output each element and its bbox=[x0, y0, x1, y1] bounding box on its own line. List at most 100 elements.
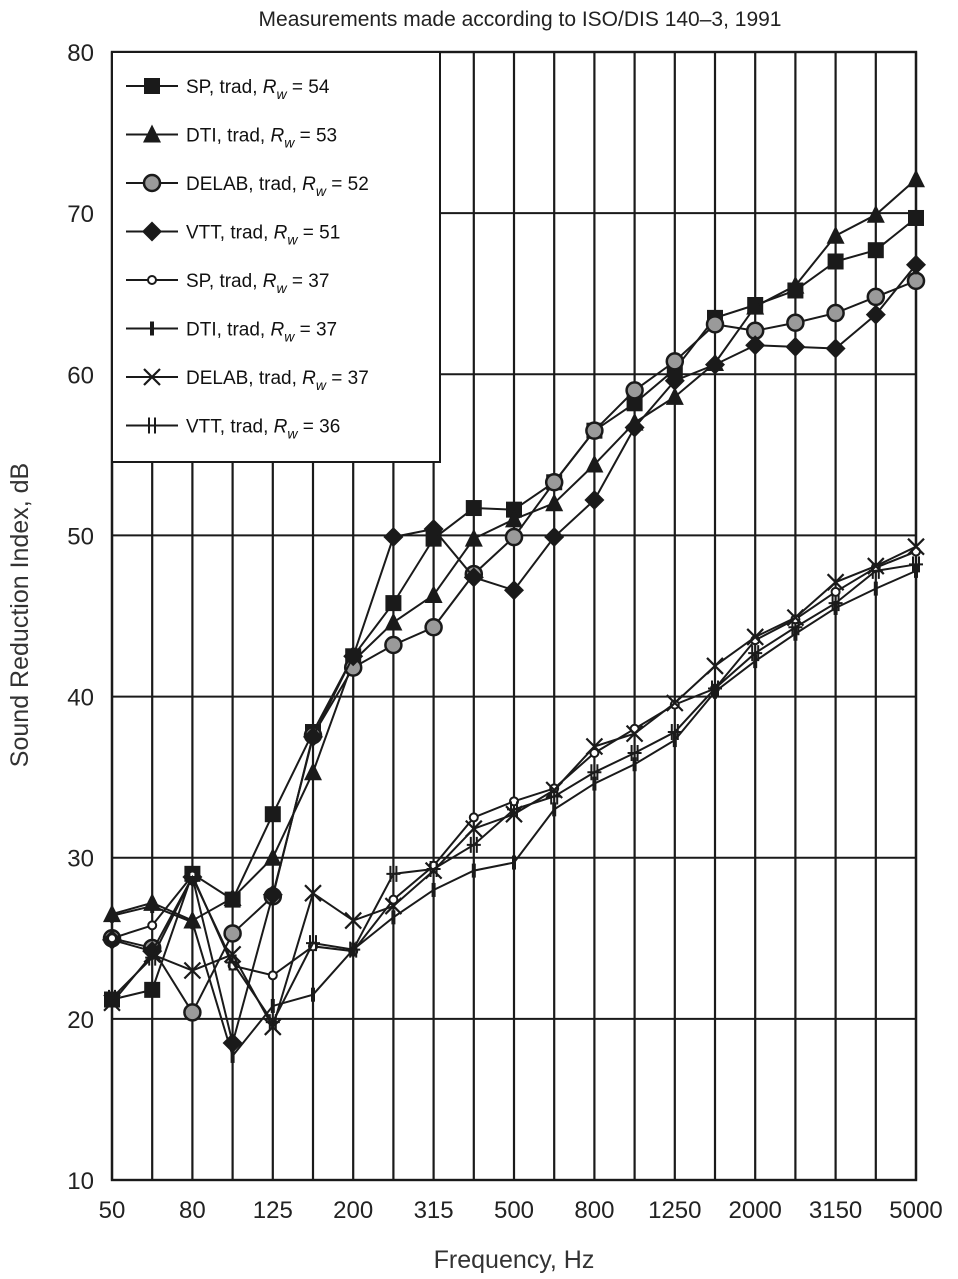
marker-hatched-circle bbox=[906, 271, 926, 291]
marker-open-circle bbox=[669, 699, 680, 710]
marker-square bbox=[104, 991, 120, 1008]
marker-x-cross bbox=[465, 819, 483, 838]
x-tick-label: 500 bbox=[494, 1197, 534, 1224]
marker-hatched-circle bbox=[504, 527, 524, 547]
marker-hatched-circle bbox=[625, 381, 644, 400]
marker-square bbox=[626, 395, 643, 412]
series-dtitrad-rw53 bbox=[103, 169, 925, 929]
marker-diamond bbox=[906, 254, 926, 275]
marker-triangle bbox=[384, 612, 403, 631]
y-tick-label: 70 bbox=[67, 201, 94, 228]
marker-x-cross bbox=[585, 737, 604, 756]
marker-double-cross bbox=[708, 680, 722, 697]
marker-double-cross bbox=[426, 860, 441, 877]
plot-frame bbox=[110, 50, 918, 1182]
legend-label: SP, trad, Rw = 54 bbox=[186, 77, 330, 102]
x-tick-label: 3150 bbox=[809, 1197, 862, 1224]
marker-double-cross bbox=[627, 744, 642, 761]
marker-diamond bbox=[664, 370, 685, 391]
marker-triangle bbox=[866, 204, 885, 223]
marker-triangle bbox=[907, 169, 925, 188]
marker-triangle bbox=[665, 386, 684, 405]
marker-hatched-circle bbox=[142, 173, 162, 193]
x-tick-label: 315 bbox=[414, 1197, 454, 1224]
marker-hatched-circle bbox=[223, 924, 242, 943]
marker-x-cross bbox=[304, 884, 322, 902]
marker-hatched-circle bbox=[544, 473, 564, 492]
marker-hatched-circle bbox=[786, 313, 805, 332]
legend-label: DELAB, trad, Rw = 52 bbox=[186, 174, 369, 199]
marker-triangle bbox=[746, 296, 765, 315]
marker-double-cross bbox=[909, 556, 923, 573]
marker-x-cross bbox=[344, 911, 362, 930]
marker-diamond bbox=[463, 567, 484, 588]
chart-title: Measurements made according to ISO/DIS 1… bbox=[259, 8, 782, 31]
marker-double-cross bbox=[145, 949, 160, 966]
marker-square bbox=[144, 78, 160, 94]
marker-double-cross bbox=[265, 1014, 280, 1031]
marker-diamond bbox=[423, 518, 444, 539]
marker-x-cross bbox=[143, 368, 161, 386]
marker-triangle bbox=[464, 528, 483, 547]
marker-x-cross bbox=[384, 897, 403, 915]
x-tick-label: 5000 bbox=[889, 1197, 942, 1224]
marker-x-cross bbox=[907, 537, 925, 556]
marker-diamond bbox=[825, 338, 846, 359]
marker-triangle bbox=[545, 493, 564, 512]
x-tick-label: 2000 bbox=[729, 1197, 782, 1224]
marker-square bbox=[465, 500, 482, 517]
marker-hatched-circle bbox=[866, 287, 886, 307]
marker-diamond bbox=[303, 726, 323, 747]
marker-open-circle bbox=[589, 747, 600, 758]
marker-diamond bbox=[544, 527, 565, 548]
marker-double-cross bbox=[667, 724, 682, 741]
marker-double-cross bbox=[587, 764, 602, 781]
legend-label: SP, trad, Rw = 37 bbox=[186, 271, 329, 296]
marker-diamond bbox=[705, 354, 725, 375]
marker-hatched-circle bbox=[384, 635, 403, 655]
series-vtttrad-rw51 bbox=[102, 254, 926, 1054]
marker-triangle bbox=[223, 888, 242, 906]
marker-triangle bbox=[304, 762, 322, 781]
y-tick-label: 10 bbox=[67, 1168, 94, 1195]
marker-hatched-circle bbox=[424, 618, 443, 637]
legend-label: VTT, trad, Rw = 36 bbox=[186, 417, 340, 442]
legend-item: SP, trad, Rw = 54 bbox=[126, 77, 330, 102]
marker-square bbox=[385, 595, 402, 612]
marker-x-cross bbox=[706, 657, 724, 675]
legend-item: DELAB, trad, Rw = 52 bbox=[126, 173, 369, 199]
legend-label: VTT, trad, Rw = 51 bbox=[186, 223, 340, 248]
marker-x-cross bbox=[545, 781, 563, 799]
marker-x-cross bbox=[666, 694, 684, 712]
marker-double-cross bbox=[225, 954, 240, 971]
marker-triangle bbox=[143, 124, 161, 143]
y-tick-label: 20 bbox=[67, 1007, 94, 1034]
marker-x-cross bbox=[746, 628, 764, 646]
marker-diamond bbox=[383, 527, 404, 548]
marker-hatched-circle bbox=[826, 303, 845, 323]
y-tick-label: 60 bbox=[67, 362, 94, 389]
marker-double-cross bbox=[386, 865, 401, 882]
x-tick-label: 200 bbox=[333, 1197, 373, 1224]
y-tick-label: 80 bbox=[67, 40, 94, 67]
x-tick-label: 800 bbox=[574, 1197, 614, 1224]
x-tick-label: 80 bbox=[179, 1197, 206, 1224]
marker-open-circle bbox=[267, 970, 278, 981]
legend-item: DTI, trad, Rw = 37 bbox=[126, 320, 337, 345]
marker-open-circle bbox=[147, 920, 158, 931]
marker-double-cross bbox=[346, 941, 361, 958]
marker-x-cross bbox=[625, 724, 644, 743]
marker-open-circle bbox=[388, 894, 399, 905]
legend-label: DTI, trad, Rw = 37 bbox=[186, 320, 337, 345]
marker-diamond bbox=[504, 580, 524, 601]
marker-triangle bbox=[424, 585, 443, 604]
marker-hatched-circle bbox=[665, 352, 685, 371]
y-tick-label: 50 bbox=[67, 523, 94, 550]
series-vtttrad-rw36 bbox=[105, 556, 923, 1031]
marker-double-cross bbox=[105, 989, 119, 1006]
marker-diamond bbox=[865, 304, 886, 325]
y-tick-label: 40 bbox=[67, 685, 94, 712]
marker-hatched-circle bbox=[705, 315, 725, 334]
legend-item: DELAB, trad, Rw = 37 bbox=[126, 368, 369, 393]
